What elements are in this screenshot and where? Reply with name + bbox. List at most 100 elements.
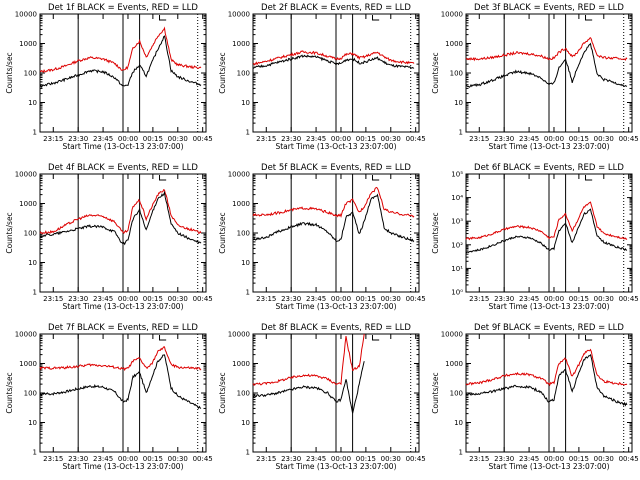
- x-tick-label: 23:15: [469, 135, 489, 143]
- panel-title: Det 1f BLACK = Events, RED = LLD: [48, 3, 198, 13]
- x-tick-label: 00:15: [143, 295, 163, 303]
- y-tick-label: 1: [459, 449, 463, 457]
- detector-panel-6: Det 6f BLACK = Events, RED = LLD 10⁰ 10¹ 10…: [431, 163, 639, 311]
- x-tick-label: 00:15: [143, 455, 163, 463]
- y-tick-label: 1000: [232, 360, 250, 368]
- y-tick-label: 1000: [232, 200, 250, 208]
- y-axis-label: Counts/sec: [431, 212, 440, 253]
- series-line-events: [465, 353, 628, 407]
- x-tick-label: 00:00: [544, 295, 564, 303]
- y-tick-label: 1000: [445, 360, 463, 368]
- panel-title: Det 5f BLACK = Events, RED = LLD: [261, 163, 411, 173]
- x-tick-label: 00:30: [594, 295, 614, 303]
- detector-panel-7: Det 7f BLACK = Events, RED = LLD 1 10 100 10…: [5, 323, 213, 471]
- x-tick-label: 23:45: [306, 135, 326, 143]
- y-tick-label: 10²: [451, 241, 463, 249]
- x-tick-label: 23:45: [306, 295, 326, 303]
- x-axis-label: Start Time (13-Oct-13 23:07:00): [275, 462, 396, 471]
- series-line-lld: [465, 201, 628, 241]
- series-line-lld: [252, 186, 415, 218]
- x-tick-label: 00:45: [619, 135, 639, 143]
- y-tick-label: 10³: [451, 218, 463, 226]
- x-tick-label: 00:00: [118, 295, 138, 303]
- x-tick-label: 00:45: [619, 455, 639, 463]
- panel-title: Det 6f BLACK = Events, RED = LLD: [474, 163, 624, 173]
- y-tick-label: 10: [28, 419, 37, 427]
- y-tick-label: 10⁵: [451, 171, 463, 179]
- x-tick-label: 23:30: [68, 135, 88, 143]
- x-tick-label: 00:15: [356, 455, 376, 463]
- x-tick-label: 00:30: [168, 455, 188, 463]
- x-tick-label: 23:30: [281, 455, 301, 463]
- corner-marker: [585, 15, 593, 21]
- detector-panel-2: Det 2f BLACK = Events, RED = LLD 1 10 100 10…: [218, 3, 426, 151]
- x-axis-label: Start Time (13-Oct-13 23:07:00): [488, 302, 609, 311]
- panel-title: Det 8f BLACK = Events, RED = LLD: [261, 323, 411, 333]
- x-tick-label: 23:45: [519, 295, 539, 303]
- x-tick-label: 00:00: [544, 135, 564, 143]
- x-tick-label: 00:30: [381, 295, 401, 303]
- y-axis-label: Counts/sec: [5, 52, 14, 93]
- x-tick-label: 23:30: [68, 455, 88, 463]
- x-tick-label: 00:00: [544, 455, 564, 463]
- x-tick-label: 23:45: [93, 295, 113, 303]
- corner-marker: [585, 175, 593, 181]
- corner-marker: [159, 335, 167, 341]
- y-tick-label: 1: [246, 289, 250, 297]
- y-tick-label: 1: [33, 449, 37, 457]
- y-tick-label: 10: [28, 99, 37, 107]
- series-line-events: [253, 54, 415, 69]
- panel-title: Det 4f BLACK = Events, RED = LLD: [48, 163, 198, 173]
- y-tick-label: 1: [246, 129, 250, 137]
- y-tick-label: 100: [450, 390, 463, 398]
- x-axis-label: Start Time (13-Oct-13 23:07:00): [62, 142, 183, 151]
- x-tick-label: 00:30: [168, 295, 188, 303]
- x-tick-label: 00:00: [331, 455, 351, 463]
- series-line-events: [252, 361, 365, 414]
- corner-marker: [159, 175, 167, 181]
- detector-panel-8: Det 8f BLACK = Events, RED = LLD 1 10 100 10…: [218, 323, 426, 471]
- y-tick-label: 1000: [232, 40, 250, 48]
- y-tick-label: 100: [237, 70, 250, 78]
- y-tick-label: 10: [241, 419, 250, 427]
- x-tick-label: 00:15: [143, 135, 163, 143]
- y-tick-label: 10: [454, 99, 463, 107]
- corner-marker: [372, 335, 380, 341]
- panel-title: Det 7f BLACK = Events, RED = LLD: [48, 323, 198, 333]
- x-tick-label: 23:45: [93, 135, 113, 143]
- series-line-events: [39, 35, 202, 89]
- x-tick-label: 00:00: [118, 455, 138, 463]
- series-line-events: [39, 190, 202, 246]
- y-tick-label: 1000: [19, 200, 37, 208]
- x-tick-label: 00:30: [381, 455, 401, 463]
- y-tick-label: 100: [237, 390, 250, 398]
- x-tick-label: 23:30: [494, 455, 514, 463]
- x-tick-label: 00:45: [193, 135, 213, 143]
- x-tick-label: 23:15: [43, 295, 63, 303]
- y-axis-label: Counts/sec: [5, 212, 14, 253]
- x-tick-label: 00:30: [168, 135, 188, 143]
- x-tick-label: 00:30: [381, 135, 401, 143]
- x-tick-label: 23:30: [281, 295, 301, 303]
- y-axis-label: Counts/sec: [218, 212, 227, 253]
- x-tick-label: 00:45: [193, 295, 213, 303]
- y-tick-label: 1000: [19, 40, 37, 48]
- detector-panel-4: Det 4f BLACK = Events, RED = LLD 1 10 100 10…: [5, 163, 213, 311]
- series-line-lld: [465, 37, 628, 62]
- x-tick-label: 00:15: [356, 295, 376, 303]
- y-tick-label: 1000: [445, 40, 463, 48]
- panel-title: Det 2f BLACK = Events, RED = LLD: [261, 3, 411, 13]
- x-axis-label: Start Time (13-Oct-13 23:07:00): [275, 302, 396, 311]
- series-line-lld: [39, 346, 202, 372]
- y-tick-label: 10000: [228, 171, 250, 179]
- series-line-lld: [465, 348, 628, 387]
- y-tick-label: 1000: [19, 360, 37, 368]
- y-axis-label: Counts/sec: [5, 372, 14, 413]
- y-tick-label: 10: [28, 259, 37, 267]
- y-tick-label: 10¹: [451, 265, 463, 273]
- series-line-lld: [252, 333, 365, 386]
- x-tick-label: 23:15: [43, 135, 63, 143]
- y-tick-label: 10000: [15, 171, 37, 179]
- x-tick-label: 00:00: [331, 295, 351, 303]
- y-tick-label: 10: [241, 259, 250, 267]
